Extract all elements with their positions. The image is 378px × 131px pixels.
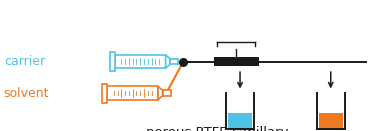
Bar bbox=[319, 113, 343, 129]
Bar bbox=[163, 90, 171, 96]
Bar bbox=[115, 55, 166, 68]
Text: porous PTFE capillary: porous PTFE capillary bbox=[146, 126, 288, 131]
Bar bbox=[228, 113, 252, 129]
Bar bbox=[110, 52, 115, 71]
Text: carrier: carrier bbox=[4, 55, 45, 68]
Bar bbox=[102, 84, 107, 102]
Bar bbox=[170, 59, 178, 64]
Bar bbox=[107, 86, 158, 100]
Polygon shape bbox=[158, 86, 163, 100]
Bar bbox=[214, 57, 259, 66]
Polygon shape bbox=[166, 55, 170, 68]
Text: solvent: solvent bbox=[4, 86, 49, 100]
